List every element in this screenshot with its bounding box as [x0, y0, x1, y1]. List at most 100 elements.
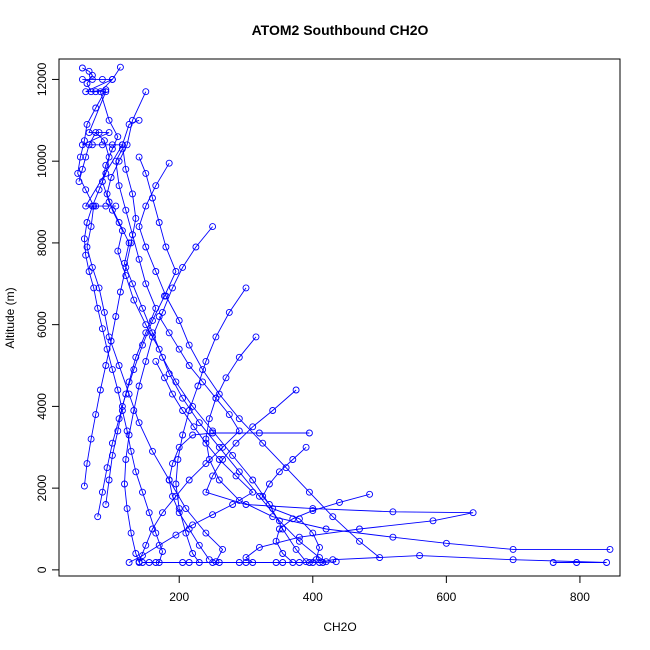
x-tick-label: 800: [570, 590, 590, 604]
data-point: [90, 284, 98, 292]
data-point: [129, 231, 136, 239]
y-tick-label: 4000: [35, 393, 49, 420]
data-point: [115, 415, 123, 423]
data-point: [255, 429, 263, 437]
data-point: [122, 165, 130, 173]
data-point: [189, 521, 197, 529]
y-tick-label: 6000: [35, 311, 49, 338]
series-17: [135, 313, 243, 566]
data-point: [249, 488, 257, 496]
data-point: [105, 153, 113, 161]
data-point: [205, 415, 213, 423]
data-point: [142, 280, 150, 288]
data-point: [305, 429, 313, 437]
data-point: [389, 533, 397, 541]
data-point: [142, 357, 150, 365]
data-point: [105, 116, 113, 124]
data-point: [155, 313, 163, 320]
data-point: [172, 378, 180, 386]
series-3: [103, 88, 330, 566]
series-6: [172, 284, 250, 566]
data-point: [155, 219, 163, 226]
data-point: [295, 533, 303, 541]
data-point: [132, 550, 140, 557]
data-point: [302, 443, 310, 451]
data-point: [135, 223, 143, 231]
data-point: [202, 357, 210, 365]
data-point: [78, 165, 86, 173]
data-point: [152, 268, 160, 275]
data-point: [209, 559, 217, 566]
series-4: [135, 159, 384, 562]
data-point: [112, 313, 120, 320]
data-point: [103, 345, 111, 353]
data-point: [115, 182, 123, 190]
data-point: [305, 488, 313, 496]
data-point: [85, 129, 93, 137]
data-point: [102, 88, 110, 96]
data-point: [75, 178, 83, 186]
data-point: [192, 243, 200, 251]
data-point: [202, 529, 210, 537]
data-point: [179, 559, 187, 566]
data-point: [182, 529, 190, 537]
data-point: [165, 329, 173, 337]
series-line: [275, 493, 370, 563]
series-line: [138, 316, 240, 562]
data-point: [225, 411, 233, 419]
data-point: [142, 169, 150, 177]
data-point: [125, 239, 133, 247]
data-point: [606, 545, 614, 553]
data-point: [322, 525, 330, 533]
data-point: [123, 427, 131, 435]
data-point: [215, 476, 223, 484]
series-line: [106, 91, 327, 563]
data-point: [249, 423, 257, 431]
data-point: [132, 468, 140, 476]
data-point: [279, 559, 287, 566]
x-axis: 200 400 600 800: [169, 575, 590, 604]
data-point: [161, 374, 168, 382]
data-point: [152, 529, 160, 537]
data-point: [74, 169, 82, 177]
data-point: [332, 558, 340, 566]
series-line: [99, 66, 307, 562]
data-point: [108, 366, 116, 374]
data-point: [229, 501, 237, 508]
data-point: [88, 75, 96, 83]
data-point: [232, 439, 240, 447]
data-point: [92, 202, 100, 210]
data-point: [139, 488, 146, 496]
data-point: [103, 190, 111, 198]
series-16: [94, 153, 180, 521]
data-point: [130, 407, 138, 414]
data-point: [121, 480, 128, 488]
data-point: [179, 263, 187, 271]
y-tick-label: 12000: [35, 62, 49, 96]
data-point: [162, 243, 170, 251]
data-point: [149, 317, 156, 325]
data-point: [159, 353, 166, 361]
data-point: [149, 525, 156, 533]
data-point: [509, 556, 517, 564]
data-point: [175, 345, 183, 353]
data-point: [249, 476, 257, 484]
data-point: [122, 272, 130, 280]
data-point: [275, 525, 283, 533]
data-point: [135, 255, 143, 263]
data-point: [212, 394, 220, 402]
data-point: [115, 362, 123, 369]
data-point: [259, 492, 267, 500]
data-point: [123, 505, 131, 513]
data-point: [279, 550, 287, 557]
data-point: [235, 353, 243, 361]
data-point: [103, 464, 111, 472]
data-point: [199, 378, 207, 386]
data-point: [174, 456, 182, 463]
data-point: [179, 407, 187, 414]
data-point: [295, 559, 303, 566]
data-point: [145, 559, 153, 566]
series-line: [97, 156, 177, 517]
data-point: [116, 288, 124, 296]
data-point: [289, 456, 297, 463]
